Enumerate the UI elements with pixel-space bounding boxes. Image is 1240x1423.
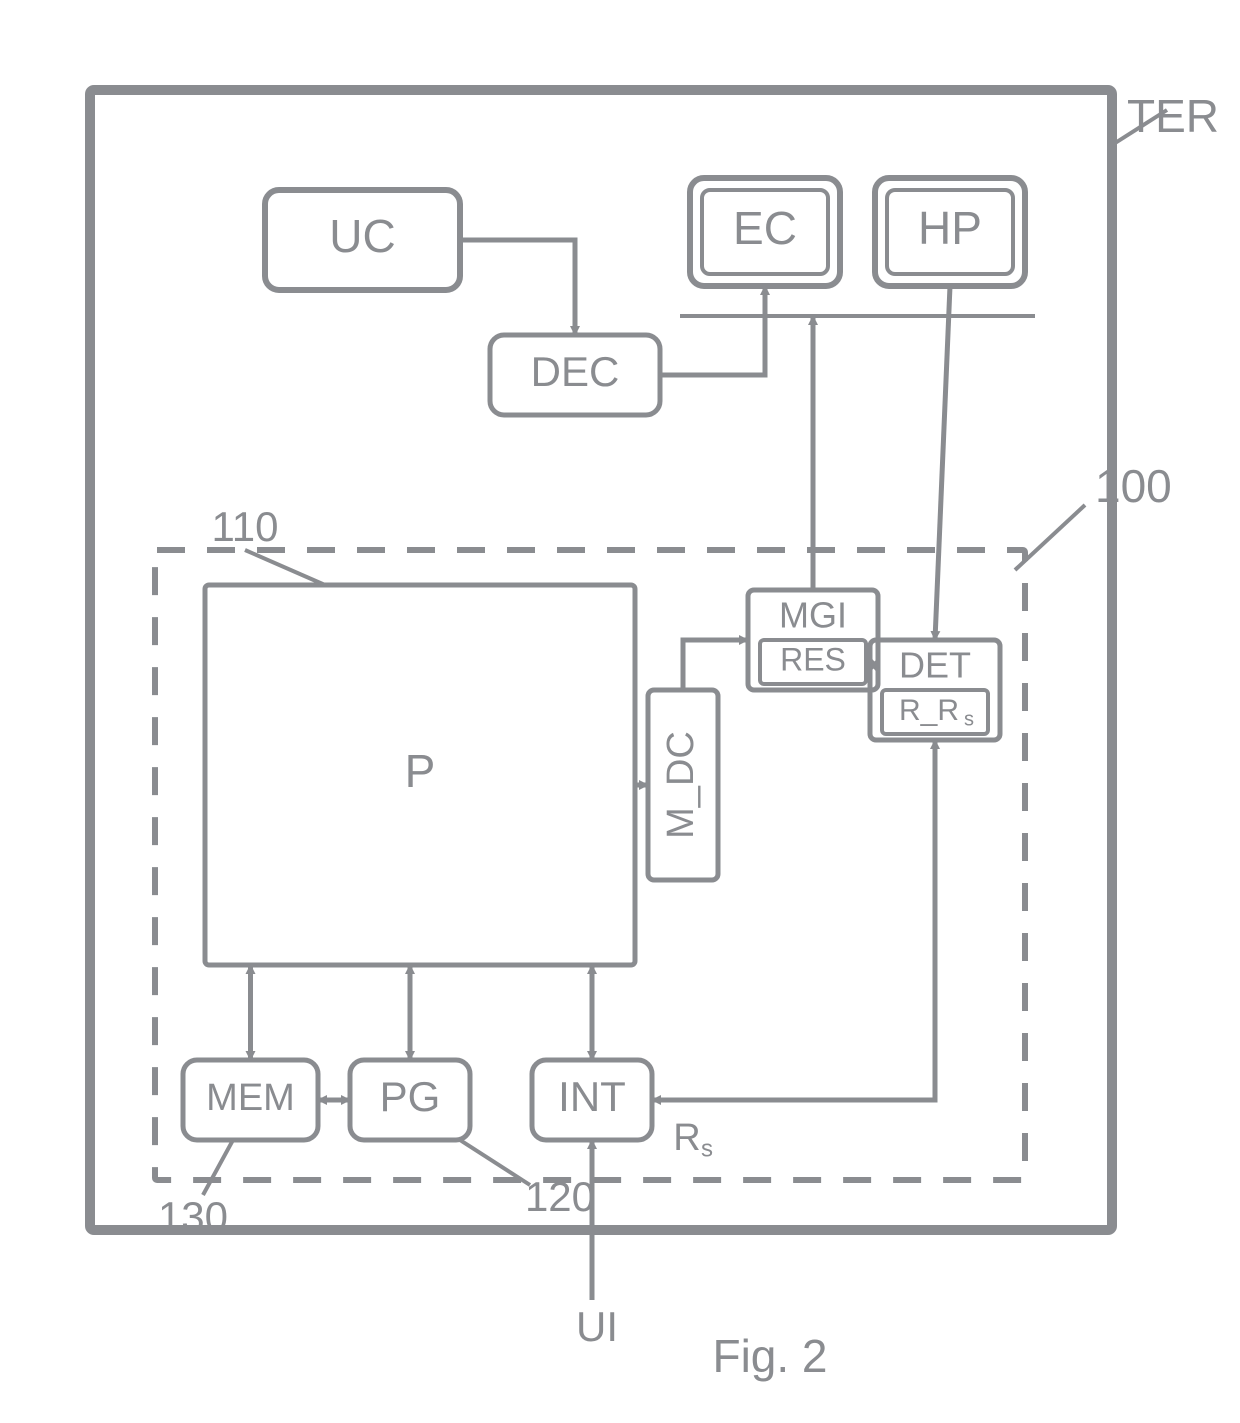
svg-text:s: s — [964, 708, 974, 730]
svg-text:MEM: MEM — [206, 1077, 295, 1119]
svg-text:TER: TER — [1127, 90, 1219, 142]
svg-text:RES: RES — [780, 641, 846, 677]
svg-text:P: P — [405, 745, 436, 797]
svg-text:R_R: R_R — [899, 694, 959, 727]
svg-text:110: 110 — [212, 503, 279, 550]
svg-text:INT: INT — [558, 1073, 626, 1120]
svg-text:R: R — [673, 1117, 700, 1159]
svg-text:UI: UI — [576, 1303, 618, 1350]
svg-text:Fig. 2: Fig. 2 — [712, 1330, 827, 1382]
svg-text:HP: HP — [918, 202, 982, 254]
block-diagram: TER 100 UC DEC EC HP P 110 MEM PG INT 120 130 M_DC MGI… — [0, 0, 1240, 1423]
svg-text:120: 120 — [525, 1173, 595, 1220]
svg-text:DEC: DEC — [531, 348, 620, 395]
svg-text:M_DC: M_DC — [660, 731, 702, 839]
svg-text:s: s — [701, 1135, 713, 1162]
svg-text:EC: EC — [733, 202, 797, 254]
svg-text:100: 100 — [1095, 460, 1172, 512]
svg-text:DET: DET — [899, 645, 971, 686]
svg-text:MGI: MGI — [779, 595, 847, 636]
svg-text:130: 130 — [158, 1193, 228, 1240]
svg-text:PG: PG — [380, 1073, 441, 1120]
svg-text:UC: UC — [329, 210, 395, 262]
